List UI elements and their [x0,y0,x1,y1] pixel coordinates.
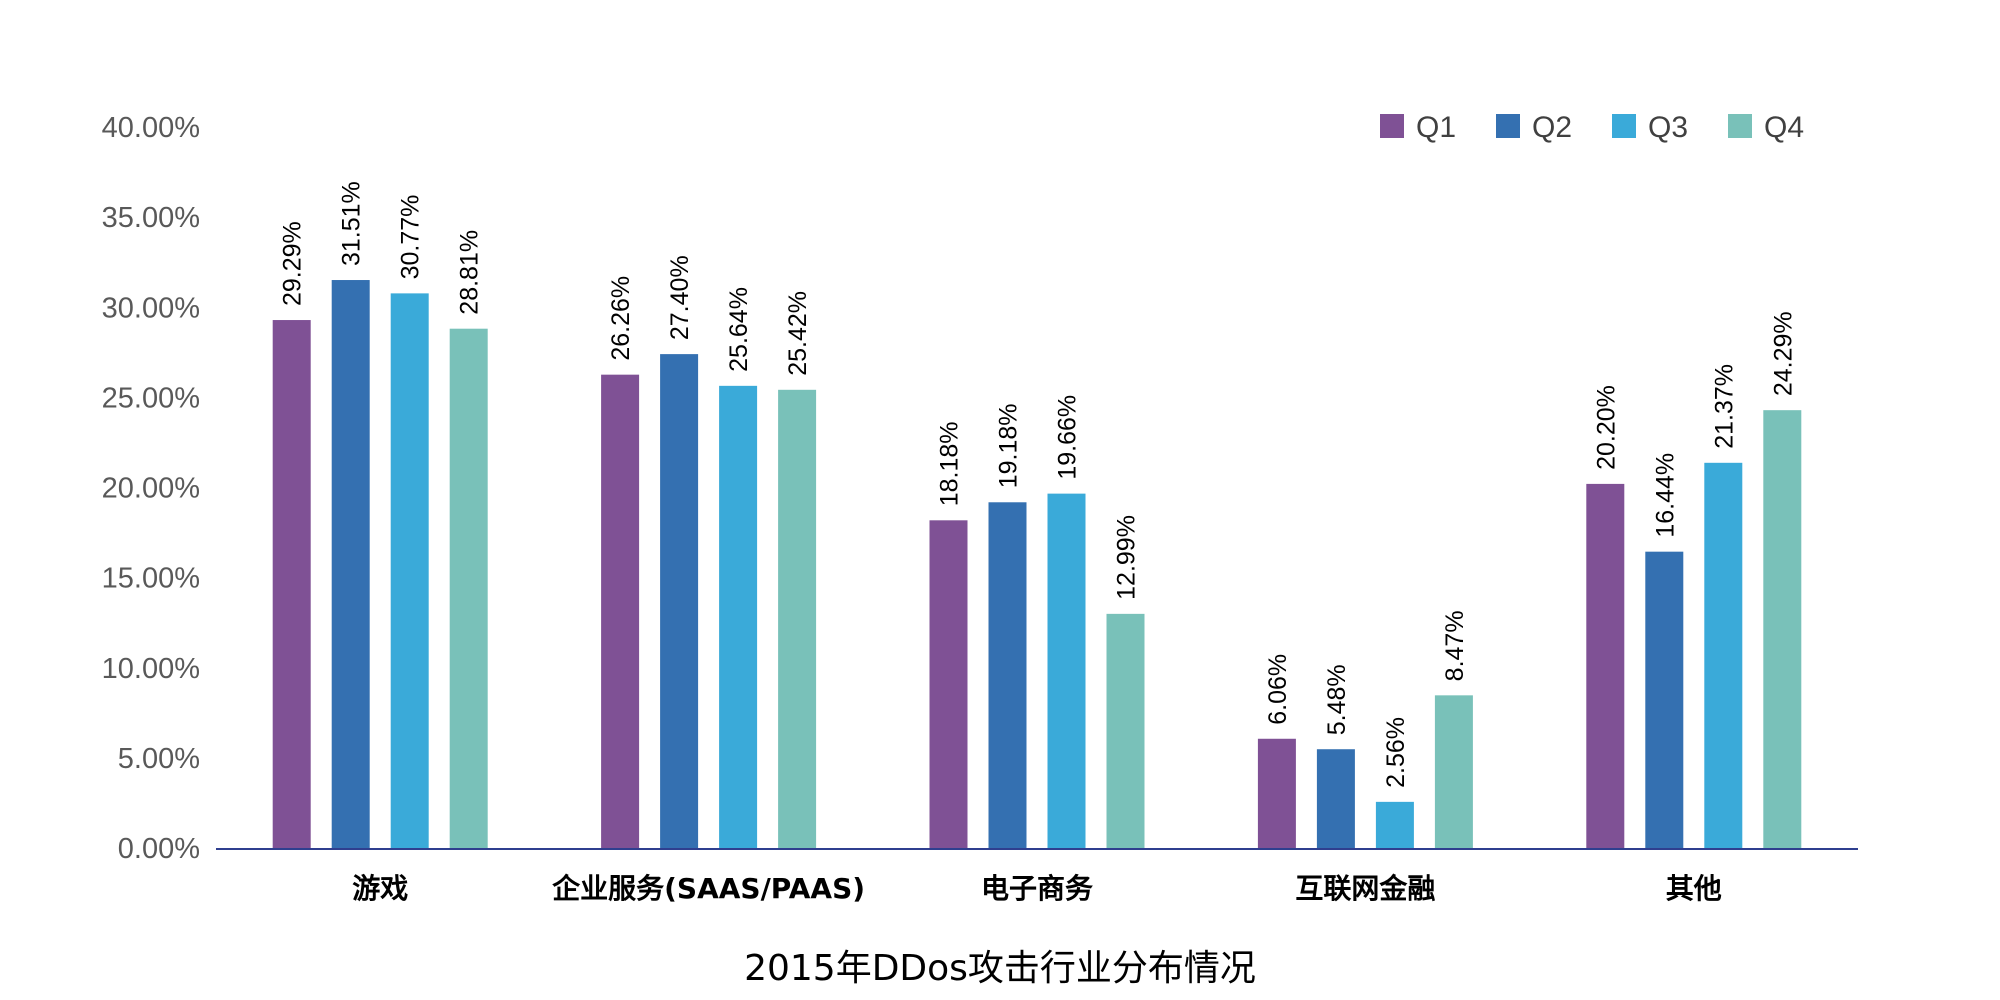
legend-label: Q4 [1764,111,1804,144]
y-tick-label: 5.00% [118,743,200,775]
bar [601,374,640,848]
x-category-label: 电子商务 [981,872,1093,905]
data-labels: 29.29% 31.51% 30.77% 28.81% 26.26% 27.40% 25.6… [279,181,1798,788]
data-label: 8.47% [1441,610,1469,681]
data-label: 19.18% [995,403,1023,488]
data-label: 21.37% [1710,364,1738,449]
x-category-label: 其他 [1666,872,1722,905]
data-label: 6.06% [1264,654,1292,725]
bar [1586,483,1625,848]
y-tick-label: 25.00% [102,382,200,414]
bar [331,280,370,849]
chart-title: 2015年DDos攻击行业分布情况 [744,948,1256,989]
data-label: 25.64% [725,287,753,372]
bars [272,280,1802,849]
bar [778,389,817,848]
x-category-label: 互联网金融 [1295,872,1435,905]
legend: Q1 Q2 Q3 Q4 [1380,111,1804,144]
data-label: 5.48% [1323,664,1351,735]
bar [1047,493,1086,848]
legend-label: Q1 [1416,111,1456,144]
legend-swatch [1728,114,1752,138]
bar [660,354,699,848]
data-label: 2.56% [1382,717,1410,788]
legend-label: Q2 [1532,111,1572,144]
x-category-label: 游戏 [352,872,408,905]
bar [1763,410,1802,848]
bar [272,320,311,849]
y-axis: 0.00% 5.00% 10.00% 15.00% 20.00% 25.00% 30.00%… [102,112,200,865]
legend-label: Q3 [1648,111,1688,144]
y-tick-label: 10.00% [102,653,200,685]
data-label: 31.51% [338,181,366,266]
bar [929,520,968,848]
legend-swatch [1380,114,1404,138]
bar [1434,695,1473,848]
data-label: 20.20% [1592,385,1620,470]
y-tick-label: 35.00% [102,202,200,234]
y-tick-label: 0.00% [118,833,200,865]
data-label: 16.44% [1651,453,1679,538]
bar [390,293,429,849]
data-label: 27.40% [666,255,694,340]
data-label: 28.81% [456,230,484,315]
data-label: 24.29% [1769,311,1797,396]
x-category-label: 企业服务(SAAS/PAAS) [552,872,865,905]
legend-swatch [1496,114,1520,138]
bar [1257,738,1296,848]
bar [1316,749,1355,848]
y-tick-label: 40.00% [102,112,200,144]
data-label: 26.26% [607,276,635,361]
data-label: 12.99% [1113,515,1141,600]
bar [1106,613,1145,848]
data-label: 18.18% [936,422,964,507]
bar [1704,462,1743,848]
data-label: 25.42% [784,291,812,376]
y-tick-label: 15.00% [102,563,200,595]
y-tick-label: 30.00% [102,292,200,324]
data-label: 30.77% [397,195,425,280]
bar [988,502,1027,848]
bar [1645,551,1684,848]
data-label: 19.66% [1054,395,1082,480]
x-axis: 游戏 企业服务(SAAS/PAAS) 电子商务 互联网金融 其他 [352,872,1722,905]
legend-swatch [1612,114,1636,138]
bar [449,328,488,849]
data-label: 29.29% [279,221,307,306]
bar [1375,801,1414,848]
bar [719,385,758,848]
y-tick-label: 20.00% [102,473,200,505]
